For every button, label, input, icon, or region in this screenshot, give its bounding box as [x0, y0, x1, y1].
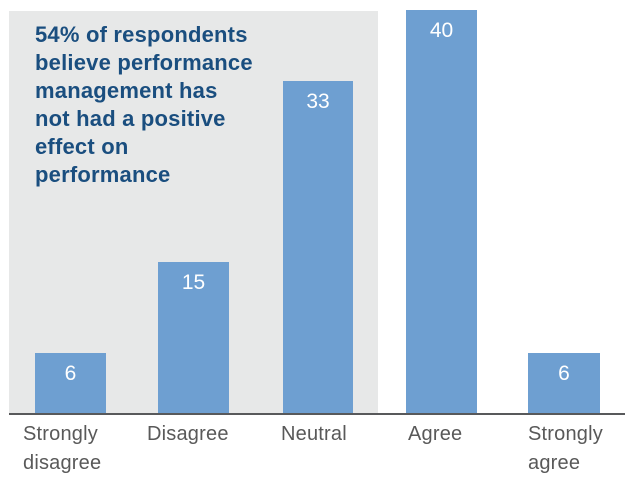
x-axis-line	[9, 413, 625, 415]
bar-neutral: 33	[283, 81, 353, 414]
annotation-text: 54% of respondents believe performance m…	[35, 22, 253, 187]
bar-strongly-disagree: 6	[35, 353, 106, 414]
bar-disagree: 15	[158, 262, 229, 414]
bar-value-label: 6	[558, 362, 570, 385]
x-axis-label-strongly-disagree: Strongly disagree	[23, 423, 102, 474]
x-axis-label-agree: Agree	[408, 423, 463, 445]
bar-value-label: 15	[181, 271, 206, 294]
bar-agree: 40	[406, 10, 477, 414]
bar-value-label: 33	[306, 90, 330, 113]
x-axis-label-strongly-agree: Strongly agree	[528, 423, 603, 474]
x-axis-label-disagree: Disagree	[147, 423, 229, 445]
bar-value-label: 6	[64, 362, 77, 385]
bar-strongly-agree: 6	[528, 353, 600, 414]
x-axis-label-neutral: Neutral	[281, 423, 347, 445]
bar-value-label: 40	[429, 19, 454, 42]
